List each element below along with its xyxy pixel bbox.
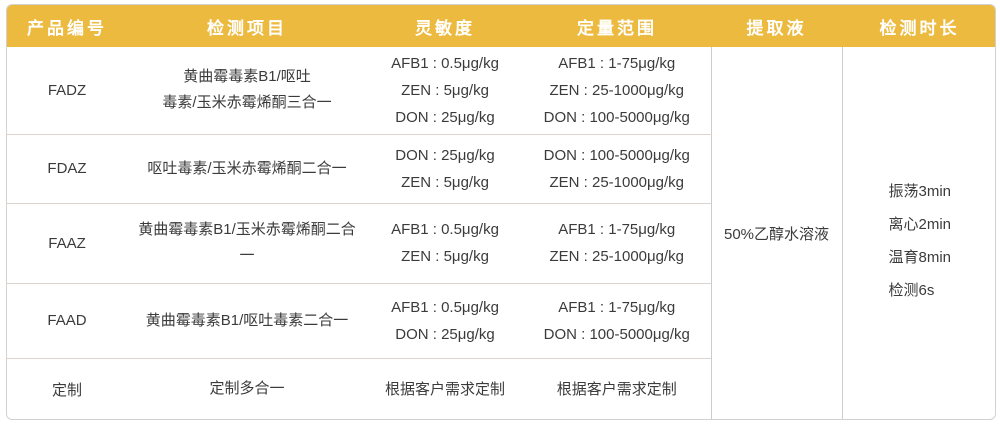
col-header-quant-range: 定量范围 — [523, 5, 711, 47]
cell-product-code: FADZ — [7, 47, 127, 135]
col-header-extract-solution: 提取液 — [711, 5, 842, 47]
cell-quant-range: AFB1 : 1-75μg/kg ZEN : 25-1000μg/kg — [523, 203, 711, 284]
cell-detection-duration: 振荡3min 离心2min 温育8min 检测6s — [841, 47, 995, 419]
cell-product-code: FAAD — [7, 283, 127, 359]
col-header-sensitivity: 灵敏度 — [367, 5, 523, 47]
cell-product-code: FDAZ — [7, 134, 127, 204]
table-row: FADZ 黄曲霉毒素B1/呕吐 毒素/玉米赤霉烯酮三合一 AFB1 : 0.5μ… — [7, 47, 995, 419]
cell-quant-range: AFB1 : 1-75μg/kg DON : 100-5000μg/kg — [523, 283, 711, 359]
cell-sensitivity: AFB1 : 0.5μg/kg ZEN : 5μg/kg DON : 25μg/… — [367, 47, 523, 135]
cell-sensitivity: DON : 25μg/kg ZEN : 5μg/kg — [367, 134, 523, 204]
cell-extract-solution: 50%乙醇水溶液 — [710, 47, 842, 419]
table-row: 定制 定制多合一 根据客户需求定制 根据客户需求定制 — [7, 358, 995, 419]
cell-quant-range: 根据客户需求定制 — [556, 380, 677, 398]
col-header-product-code: 产品编号 — [7, 5, 127, 47]
table-row: FDAZ 呕吐毒素/玉米赤霉烯酮二合一 DON : 25μg/kg ZEN : … — [7, 134, 995, 204]
cell-sensitivity: AFB1 : 0.5μg/kg ZEN : 5μg/kg — [367, 203, 523, 284]
product-spec-card: 产品编号 检测项目 灵敏度 定量范围 提取液 检测时长 FADZ 黄曲霉毒素B1… — [6, 4, 996, 420]
cell-sensitivity: AFB1 : 0.5μg/kg DON : 25μg/kg — [367, 283, 523, 359]
cell-quant-range: AFB1 : 1-75μg/kg ZEN : 25-1000μg/kg DON … — [523, 47, 711, 135]
table-header: 产品编号 检测项目 灵敏度 定量范围 提取液 检测时长 — [7, 5, 995, 47]
cell-detection-item: 黄曲霉毒素B1/呕吐毒素二合一 — [127, 283, 367, 359]
cell-detection-item: 黄曲霉毒素B1/玉米赤霉烯酮二合一 — [127, 203, 367, 284]
table-row: FAAD 黄曲霉毒素B1/呕吐毒素二合一 AFB1 : 0.5μg/kg DON… — [7, 283, 995, 359]
cell-product-code: 定制 — [51, 381, 82, 399]
product-spec-table: 产品编号 检测项目 灵敏度 定量范围 提取液 检测时长 FADZ 黄曲霉毒素B1… — [7, 5, 995, 419]
cell-quant-range: DON : 100-5000μg/kg ZEN : 25-1000μg/kg — [523, 134, 711, 204]
col-header-detection-duration: 检测时长 — [842, 5, 995, 47]
cell-detection-item: 定制多合一 — [209, 380, 285, 398]
table-row: FAAZ 黄曲霉毒素B1/玉米赤霉烯酮二合一 AFB1 : 0.5μg/kg Z… — [7, 203, 995, 284]
detection-duration-steps: 振荡3min 离心2min 温育8min 检测6s — [888, 182, 951, 299]
col-header-detection-item: 检测项目 — [127, 5, 367, 47]
cell-sensitivity: 根据客户需求定制 — [384, 380, 505, 398]
cell-detection-item: 黄曲霉毒素B1/呕吐 毒素/玉米赤霉烯酮三合一 — [127, 47, 367, 135]
cell-detection-item: 呕吐毒素/玉米赤霉烯酮二合一 — [127, 134, 367, 204]
cell-product-code: FAAZ — [7, 203, 127, 284]
